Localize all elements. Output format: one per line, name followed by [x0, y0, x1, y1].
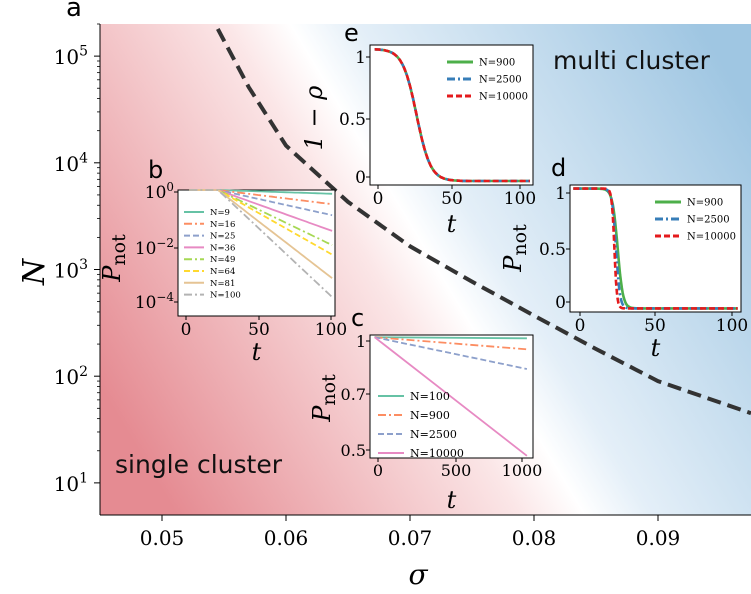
panel-e: 0 50 100 1 0.5 0 t 1 − ρ e N=900 N=2500 N=10000 [300, 19, 536, 238]
panel-b-legend-label: N=49 [210, 255, 235, 265]
panel-b-legend-label: N=100 [210, 291, 241, 301]
panel-b-legend-label: N=36 [210, 243, 235, 253]
panel-e-y-axis-label: 1 − ρ [300, 86, 328, 151]
panel-a-x-tick-label: 0.05 [140, 526, 185, 550]
panel-c-x-tick-label: 1000 [502, 461, 543, 480]
panel-e-y-tick-label: 1 [355, 48, 366, 68]
panel-c-letter: c [351, 304, 364, 332]
panel-b-y-axis-label: Pnot [98, 234, 130, 283]
panel-a-y-tick-label: 102 [54, 364, 88, 389]
panel-a-x-tick-label: 0.09 [636, 526, 681, 550]
panel-c-y-axis-label: Pnot [308, 374, 340, 423]
panel-b-legend-label: N=16 [210, 220, 235, 230]
panel-a-y-tick-label: 105 [54, 44, 88, 69]
panel-e-x-tick-label: 100 [504, 189, 536, 209]
panel-c-x-tick-label: 500 [441, 461, 472, 480]
panel-c-x-tick-label: 0 [373, 461, 383, 480]
panel-c-y-tick-label: 0.7 [341, 385, 366, 404]
panel-b-y-tick-label: 10−4 [135, 290, 174, 313]
panel-d: 0 50 100 1 0.5 0 t Pnot d N=900 N=2500 N=10000 [499, 154, 748, 362]
panel-b: 0 50 100 100 10−2 10−4 t Pnot b N=9 N=16 N=25N=36 N=… [98, 156, 347, 366]
panel-d-x-axis-label: t [651, 334, 661, 362]
panel-a-x-axis-label: σ [408, 558, 428, 591]
panel-d-letter: d [551, 154, 566, 182]
panel-b-legend-label: N=64 [210, 267, 235, 277]
panel-d-legend-label: N=900 [687, 198, 723, 209]
panel-a-x-tick-label: 0.06 [264, 526, 309, 550]
multi-cluster-label: multi cluster [553, 46, 711, 75]
panel-b-legend-label: N=9 [210, 208, 230, 218]
panel-b-x-axis-label: t [252, 338, 262, 366]
panel-d-x-tick-label: 50 [644, 316, 666, 336]
panel-b-y-tick-label: 100 [145, 180, 174, 203]
panel-d-y-tick-label: 0.5 [539, 240, 566, 260]
panel-a-y-axis-label: N [17, 257, 52, 286]
panel-e-series-line [374, 48, 530, 183]
panel-c-legend-label: N=10000 [410, 447, 464, 460]
panel-c-y-tick-label: 1 [356, 332, 366, 351]
panel-c-series-line [374, 336, 528, 457]
panel-b-x-tick-label: 0 [181, 320, 192, 340]
panel-b-x-tick-label: 100 [315, 320, 347, 340]
panel-c-series-line [374, 336, 527, 351]
panel-d-legend-label: N=10000 [687, 232, 736, 243]
panel-e-legend-label: N=900 [479, 58, 515, 69]
panel-d-x-tick-label: 0 [575, 316, 586, 336]
panel-a-y-tick-label: 104 [54, 150, 88, 175]
panel-e-letter: e [344, 19, 359, 47]
panel-a-y-tick-label: 101 [54, 470, 88, 495]
panel-a-x-ticks: 0.05 0.06 0.07 0.08 0.09 [140, 515, 681, 550]
panel-c: 0 500 1000 1 0.7 0.5 t Pnot c N=100 N=900 N=2500 N=1… [308, 304, 542, 514]
panel-c-series-line [374, 336, 528, 370]
panel-d-x-tick-label: 100 [716, 316, 748, 336]
panel-c-series-line [374, 336, 527, 340]
panel-b-legend-label: N=25 [210, 232, 235, 242]
panel-e-legend-label: N=2500 [479, 75, 522, 86]
panel-d-legend-label: N=2500 [687, 215, 730, 226]
panel-c-legend-label: N=2500 [410, 428, 457, 441]
panel-e-y-tick-label: 0 [355, 168, 366, 188]
panel-d-frame [569, 184, 742, 313]
panel-b-series-line [189, 189, 333, 298]
panel-e-x-tick-label: 50 [441, 189, 463, 209]
panel-e-frame [369, 44, 534, 186]
panel-a-x-tick-label: 0.08 [512, 526, 557, 550]
panel-c-x-axis-label: t [447, 486, 457, 514]
panel-a-y-tick-label: 103 [54, 257, 88, 282]
panel-d-y-axis-label: Pnot [499, 224, 531, 273]
panel-c-legend-label: N=900 [410, 409, 450, 422]
panel-b-letter: b [148, 156, 163, 184]
panel-b-x-tick-label: 50 [248, 320, 270, 340]
panel-b-legend-label: N=81 [210, 279, 235, 289]
panel-d-series-line [573, 187, 738, 310]
panel-c-y-tick-label: 0.5 [341, 441, 366, 460]
panel-a-y-ticks: 101 102 103 104 105 [54, 23, 100, 496]
panel-label: a [66, 0, 82, 23]
panel-e-x-tick-label: 0 [373, 189, 384, 209]
panel-a-x-tick-label: 0.07 [388, 526, 433, 550]
panel-e-legend-label: N=10000 [479, 92, 528, 103]
panel-d-y-tick-label: 0 [555, 293, 566, 313]
panel-e-x-axis-label: t [447, 210, 457, 238]
single-cluster-label: single cluster [115, 450, 283, 479]
panel-e-y-tick-label: 0.5 [339, 110, 366, 130]
panel-d-y-tick-label: 1 [555, 184, 566, 204]
panel-c-legend-label: N=100 [410, 390, 450, 403]
panel-b-y-tick-label: 10−2 [135, 236, 174, 259]
